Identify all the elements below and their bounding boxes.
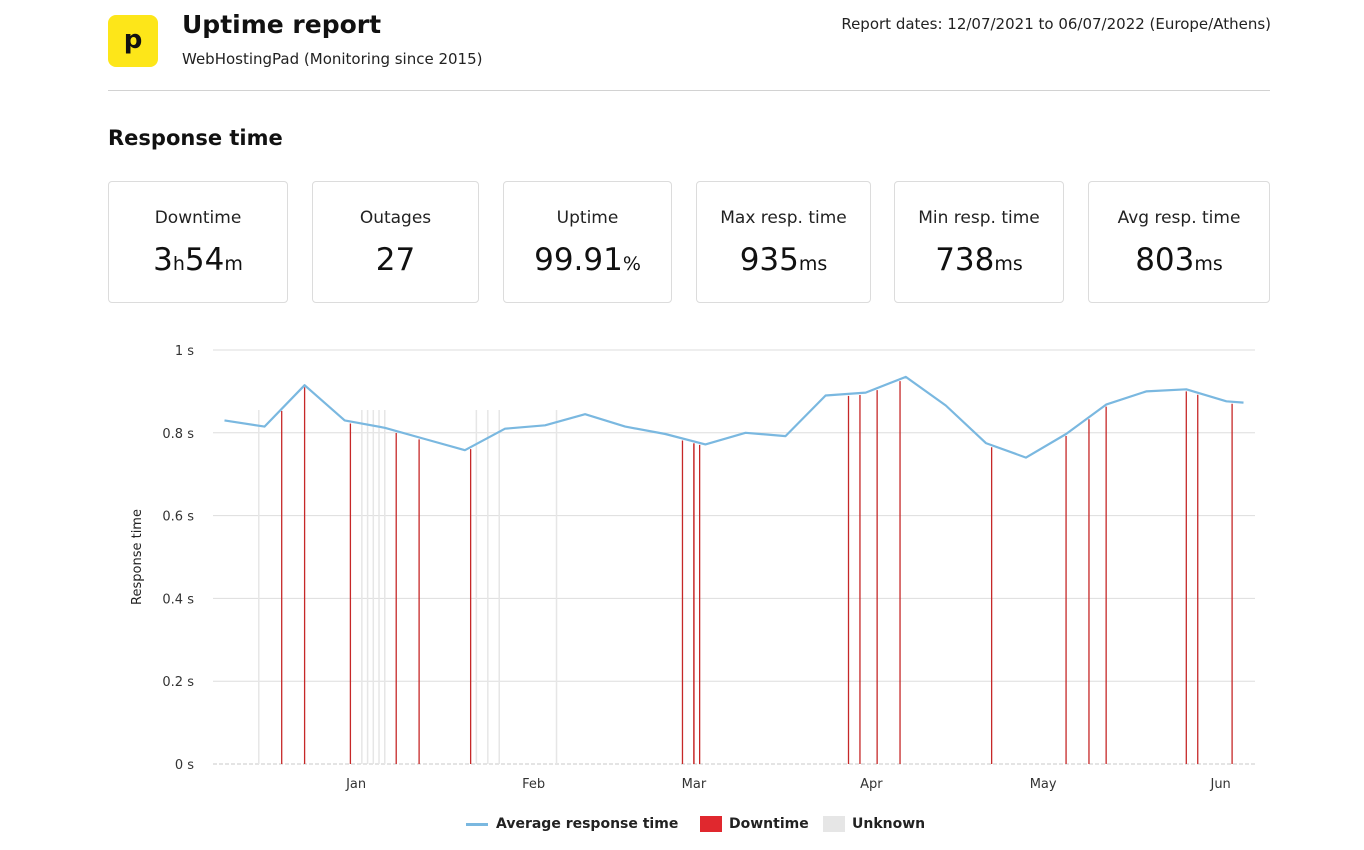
stat-card-outages: Outages 27 xyxy=(312,181,479,303)
report-dates: Report dates: 12/07/2021 to 06/07/2022 (… xyxy=(841,15,1271,33)
series-line-average-response-time xyxy=(224,375,1244,459)
legend-average[interactable]: Average response time xyxy=(466,816,678,832)
section-title: Response time xyxy=(108,126,283,150)
stat-value: 27 xyxy=(375,242,416,278)
stat-label: Uptime xyxy=(556,208,619,228)
stat-value: 803ms xyxy=(1135,242,1223,278)
x-tick-label: Mar xyxy=(682,777,707,792)
stat-label: Max resp. time xyxy=(720,208,847,228)
x-tick-label: Apr xyxy=(860,777,883,792)
stat-card-downtime: Downtime 3h54m xyxy=(108,181,288,303)
y-tick-label: 0.8 s xyxy=(162,427,194,442)
app-logo: p xyxy=(108,15,158,67)
stat-card-max-resp: Max resp. time 935ms xyxy=(696,181,871,303)
stat-value: 3h54m xyxy=(153,242,243,278)
legend-unknown-label: Unknown xyxy=(852,816,926,832)
x-tick-label: Feb xyxy=(522,777,545,792)
legend-unknown[interactable]: Unknown xyxy=(823,816,925,832)
legend-downtime[interactable]: Downtime xyxy=(700,816,809,832)
y-tick-label: 1 s xyxy=(175,344,194,359)
y-axis-title: Response time xyxy=(130,509,145,605)
stat-label: Downtime xyxy=(154,208,242,228)
x-tick-label: Jun xyxy=(1209,777,1230,792)
stat-value: 738ms xyxy=(935,242,1023,278)
legend-unknown-swatch xyxy=(823,816,845,832)
monitor-subtitle: WebHostingPad (Monitoring since 2015) xyxy=(182,50,483,68)
y-tick-label: 0.2 s xyxy=(162,675,194,690)
y-tick-label: 0.6 s xyxy=(162,510,194,525)
x-tick-label: Jan xyxy=(345,777,366,792)
logo-letter: p xyxy=(123,25,143,55)
y-tick-label: 0.4 s xyxy=(162,592,194,607)
header-divider xyxy=(108,90,1270,91)
chart-legend: Average response time Downtime Unknown xyxy=(0,816,1364,838)
stat-label: Min resp. time xyxy=(918,208,1040,228)
x-tick-label: May xyxy=(1030,777,1057,792)
stat-label: Avg resp. time xyxy=(1117,208,1241,228)
y-tick-label: 0 s xyxy=(175,758,194,773)
stat-card-avg-resp: Avg resp. time 803ms xyxy=(1088,181,1270,303)
legend-line-swatch xyxy=(466,822,488,826)
stat-value: 99.91% xyxy=(534,242,641,278)
legend-downtime-swatch xyxy=(700,816,722,832)
stat-card-uptime: Uptime 99.91% xyxy=(503,181,672,303)
stat-card-min-resp: Min resp. time 738ms xyxy=(894,181,1064,303)
stat-label: Outages xyxy=(359,208,432,228)
legend-average-label: Average response time xyxy=(496,816,679,832)
page-title: Uptime report xyxy=(182,10,382,39)
legend-downtime-label: Downtime xyxy=(729,816,809,832)
stat-value: 935ms xyxy=(739,242,828,278)
response-time-chart: 0 s 0.2 s 0.4 s 0.6 s 0.8 s 1 s Response time J… xyxy=(130,344,1255,792)
